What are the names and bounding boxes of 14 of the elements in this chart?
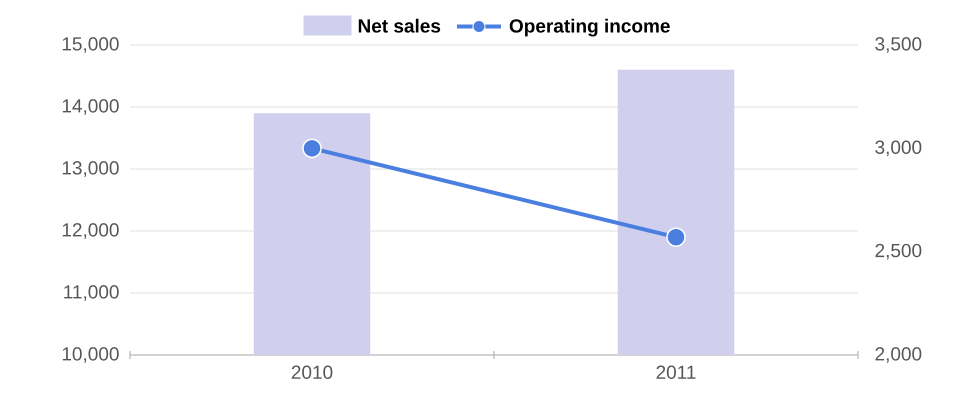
y-tick-label: 14,000 [62,99,119,115]
legend-label: Operating income [510,18,670,37]
x-tick-label: 2011 [656,366,696,379]
y-tick-label: 10,000 [62,347,119,363]
y2-tick-label: 2,500 [876,244,922,260]
y-tick-label: 15,000 [62,37,119,53]
y-tick-label: 12,000 [62,223,119,239]
legend-label: Net sales [358,18,440,33]
y2-tick-label: 3,500 [875,37,922,53]
y2-tick-label: 2,000 [876,347,922,363]
x-tick-label: 2010 [292,366,332,379]
y-tick-label: 11,000 [64,285,119,301]
y-tick-label: 13,000 [62,161,119,177]
y2-tick-label: 3,000 [875,140,922,156]
